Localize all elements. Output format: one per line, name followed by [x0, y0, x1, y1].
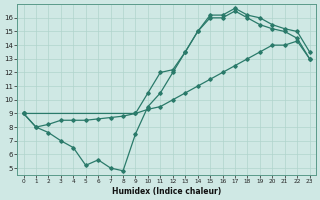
X-axis label: Humidex (Indice chaleur): Humidex (Indice chaleur) [112, 187, 221, 196]
